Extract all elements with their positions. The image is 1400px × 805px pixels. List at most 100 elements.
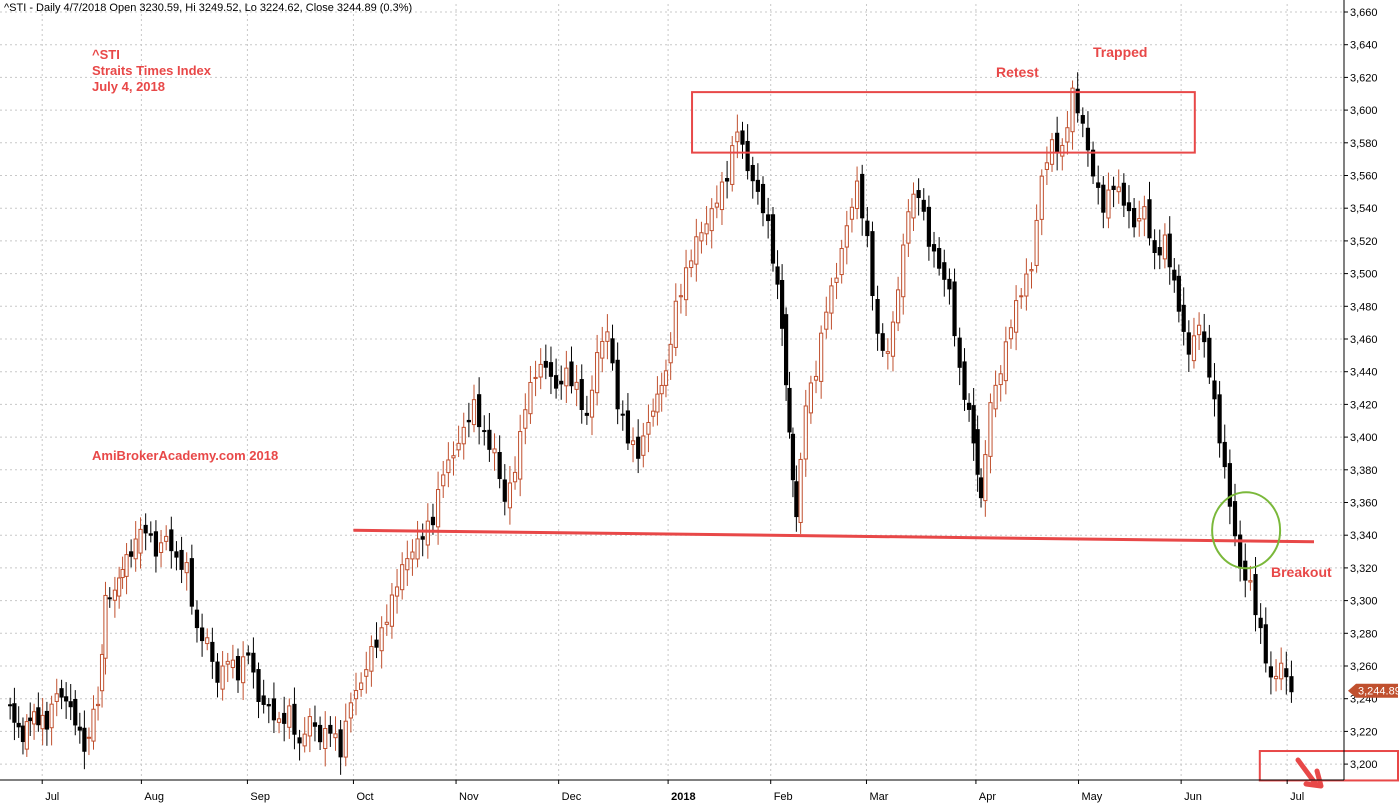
x-tick-label: Apr	[979, 791, 996, 803]
candle-body	[1284, 668, 1289, 678]
candle-body	[169, 529, 174, 552]
candle-body	[704, 223, 709, 235]
candle-body	[374, 639, 379, 648]
candle-body	[394, 586, 400, 597]
x-tick-label: Aug	[144, 791, 164, 803]
candle-body	[1248, 580, 1253, 583]
candle-body	[942, 262, 947, 280]
candle-body	[523, 409, 528, 429]
candle-body	[651, 410, 656, 417]
candle-body	[750, 164, 755, 182]
candle-body	[1176, 275, 1181, 312]
candle-body	[854, 180, 860, 209]
candle-body	[1263, 624, 1268, 664]
annotation-title-line1: ^STI	[92, 47, 120, 62]
candle-body	[735, 131, 740, 143]
candle-body	[82, 727, 87, 752]
candle-body	[364, 669, 369, 677]
candle-body	[59, 688, 64, 698]
candle-body	[1065, 127, 1070, 143]
y-tick-label: 3,480	[1350, 301, 1378, 313]
candle-body	[962, 361, 967, 400]
candle-body	[20, 725, 26, 743]
candle-body	[482, 430, 487, 433]
candle-body	[1106, 189, 1111, 219]
y-tick-label: 3,220	[1350, 726, 1378, 738]
x-tick-label: 2018	[671, 791, 695, 803]
candle-body	[574, 381, 579, 390]
candle-body	[502, 479, 507, 502]
candle-body	[12, 703, 17, 723]
candle-body	[174, 551, 179, 558]
candle-body	[95, 703, 101, 707]
candle-body	[880, 333, 885, 351]
candle-body	[1096, 182, 1101, 188]
support-trendline	[353, 528, 1315, 544]
candle-body	[241, 656, 246, 684]
candle-body	[261, 695, 266, 705]
candle-body	[107, 597, 112, 600]
grid-lines	[0, 4, 1344, 780]
candle-body	[740, 130, 745, 145]
candle-body	[975, 429, 980, 475]
candle-body	[31, 711, 37, 725]
y-tick-label: 3,420	[1350, 399, 1378, 411]
candle-body	[1152, 240, 1157, 254]
candle-body	[600, 340, 605, 359]
candle-body	[1162, 234, 1167, 260]
candle-body	[1014, 300, 1019, 333]
candle-body	[49, 703, 54, 729]
candle-body	[8, 704, 13, 707]
candle-body	[714, 202, 719, 208]
candle-body	[461, 426, 466, 445]
candle-body	[673, 300, 678, 348]
candle-body	[379, 627, 384, 652]
candle-body	[1181, 304, 1186, 332]
candle-body	[957, 337, 962, 368]
candle-body	[983, 454, 988, 502]
candle-body	[307, 716, 312, 737]
candle-body	[780, 279, 785, 329]
downward-arrow	[1295, 757, 1324, 789]
candle-body	[971, 405, 976, 444]
candle-body	[605, 331, 610, 342]
candle-body	[569, 361, 574, 387]
candle-body	[1191, 335, 1197, 362]
candle-body	[1101, 184, 1106, 213]
candle-body	[492, 448, 497, 454]
candle-body	[620, 413, 625, 416]
y-tick-label: 3,280	[1350, 628, 1378, 640]
candle-body	[235, 656, 241, 681]
candle-body	[1044, 162, 1049, 170]
candle-body	[724, 178, 730, 182]
candle-body	[312, 722, 318, 727]
y-tick-label: 3,320	[1350, 563, 1378, 575]
candle-body	[589, 389, 595, 418]
candle-body	[548, 362, 554, 377]
last-price-label: 3,244.89	[1358, 686, 1400, 698]
candle-body	[251, 652, 256, 673]
candle-body	[287, 705, 292, 728]
candle-body	[808, 382, 813, 414]
candle-body	[1024, 273, 1029, 297]
candle-body	[282, 712, 287, 724]
x-tick-label: Jul	[45, 791, 59, 803]
candle-body	[1126, 202, 1132, 212]
candle-body	[164, 535, 169, 542]
last-price-badge	[1348, 683, 1398, 698]
candle-body	[646, 421, 651, 435]
candle-body	[988, 402, 993, 457]
y-tick-label: 3,400	[1350, 432, 1378, 444]
candle-body	[824, 311, 829, 330]
y-tick-label: 3,580	[1350, 138, 1378, 150]
candle-body	[829, 285, 834, 314]
candle-body	[112, 589, 117, 601]
candle-body	[1132, 207, 1137, 228]
candle-body	[1137, 218, 1142, 222]
candle-body	[1202, 331, 1207, 343]
candle-body	[595, 352, 600, 394]
y-tick-label: 3,660	[1350, 7, 1378, 19]
y-tick-label: 3,620	[1350, 72, 1378, 84]
candle-body	[1167, 233, 1172, 268]
candle-body	[553, 375, 559, 389]
